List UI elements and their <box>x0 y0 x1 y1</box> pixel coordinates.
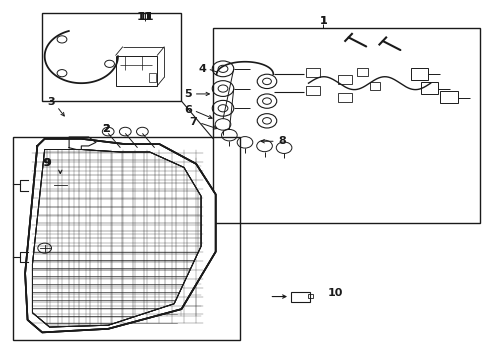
Text: 2: 2 <box>102 124 110 134</box>
Bar <box>338 75 351 84</box>
Bar <box>441 91 458 103</box>
Bar <box>357 68 368 76</box>
Polygon shape <box>25 139 216 332</box>
Text: 3: 3 <box>48 97 55 107</box>
Bar <box>308 294 314 298</box>
Text: 8: 8 <box>279 136 287 146</box>
Bar <box>306 68 320 77</box>
Bar <box>13 137 240 339</box>
Polygon shape <box>32 149 201 327</box>
Polygon shape <box>25 139 216 332</box>
Text: 6: 6 <box>184 105 192 115</box>
Bar <box>213 28 480 223</box>
Text: 11: 11 <box>139 12 154 22</box>
Bar <box>421 82 438 94</box>
Bar <box>149 73 156 82</box>
Bar <box>411 68 428 80</box>
Text: 5: 5 <box>185 89 192 99</box>
Text: 10: 10 <box>328 288 343 298</box>
Text: 7: 7 <box>189 117 197 127</box>
Bar <box>116 55 157 86</box>
Bar <box>338 93 351 102</box>
Text: 1: 1 <box>320 16 327 26</box>
Text: 1: 1 <box>319 16 327 26</box>
Bar <box>306 86 320 95</box>
Text: 9: 9 <box>43 158 51 168</box>
Text: 11: 11 <box>137 12 152 22</box>
Bar <box>292 292 310 302</box>
Text: 2: 2 <box>102 124 110 134</box>
Text: 4: 4 <box>198 64 206 74</box>
Bar <box>42 13 181 101</box>
Text: 9: 9 <box>42 158 50 168</box>
Bar <box>369 82 380 90</box>
